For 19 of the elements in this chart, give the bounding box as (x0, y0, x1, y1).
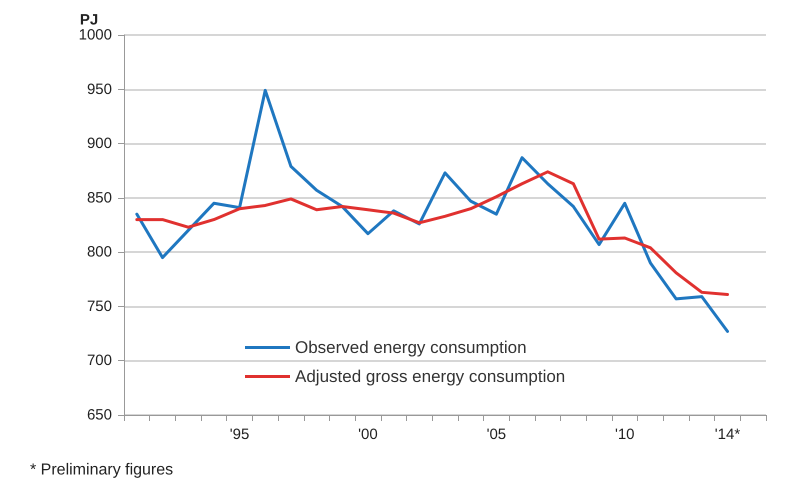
y-tick-label: 900 (86, 135, 112, 152)
x-tick-label: '05 (486, 426, 506, 443)
line-series (135, 88, 729, 333)
legend-label: Adjusted gross energy consumption (295, 367, 566, 386)
legend-label: Observed energy consumption (295, 338, 527, 357)
y-axis-title: PJ (80, 12, 98, 29)
x-tick-label: '00 (358, 426, 378, 443)
line-series (135, 170, 729, 296)
y-tick-label: 800 (86, 244, 112, 261)
y-tick-label: 950 (86, 80, 112, 98)
text: * Preliminary figures (30, 462, 174, 478)
y-tick-label: 650 (86, 406, 112, 424)
y-tick-label: 1000 (78, 26, 112, 44)
y-tick-label: 700 (86, 352, 112, 370)
x-tick-label: '14* (714, 426, 740, 443)
x-tick-label: '95 (230, 426, 250, 443)
y-tick-label: 750 (86, 298, 112, 315)
y-tick-label: 850 (86, 189, 112, 206)
x-tick-label: '10 (614, 426, 635, 443)
